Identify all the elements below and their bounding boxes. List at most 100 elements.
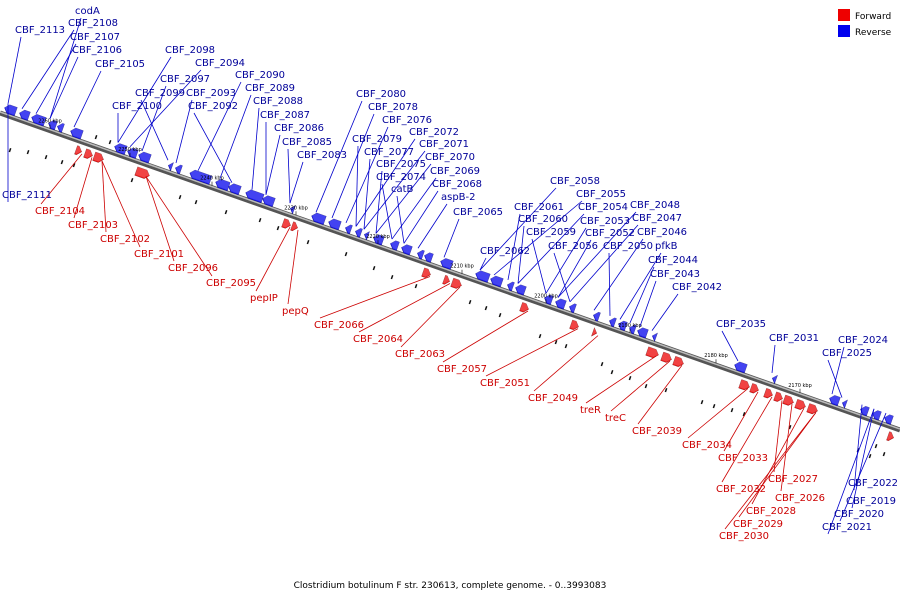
reverse-gene-label[interactable]: CBF_2055 [576,189,626,200]
forward-gene-label[interactable]: CBF_2096 [168,263,218,274]
reverse-gene-label[interactable]: CBF_2031 [769,333,819,344]
forward-gene-feature[interactable] [281,217,293,230]
forward-gene-feature[interactable] [763,387,775,399]
reverse-gene-label[interactable]: CBF_2076 [382,115,432,126]
reverse-gene-feature[interactable] [554,297,567,310]
reverse-gene-feature[interactable] [327,217,342,231]
reverse-gene-feature[interactable] [568,301,577,314]
forward-gene-feature[interactable] [290,220,300,232]
forward-gene-label[interactable]: CBF_2063 [395,349,445,360]
reverse-gene-feature[interactable] [18,108,31,121]
reverse-gene-label[interactable]: CBF_2060 [518,214,568,225]
reverse-gene-label[interactable]: CBF_2107 [70,32,120,43]
forward-gene-feature[interactable] [645,345,661,359]
forward-gene-label[interactable]: CBF_2057 [437,364,487,375]
reverse-gene-label[interactable]: CBF_2046 [637,227,687,238]
reverse-gene-feature[interactable] [261,193,276,207]
reverse-gene-label[interactable]: CBF_2079 [352,134,402,145]
reverse-gene-label[interactable]: CBF_2074 [376,172,426,183]
reverse-gene-feature[interactable] [871,408,882,421]
reverse-gene-label[interactable]: CBF_2043 [650,269,700,280]
forward-gene-feature[interactable] [782,394,796,407]
reverse-gene-label[interactable]: CBF_2072 [409,127,459,138]
reverse-gene-label[interactable]: CBF_2050 [603,241,653,252]
reverse-gene-label[interactable]: CBF_2077 [364,147,414,158]
reverse-gene-label[interactable]: CBF_2090 [235,70,285,81]
forward-gene-label[interactable]: CBF_2030 [719,531,769,542]
reverse-gene-feature[interactable] [174,163,183,175]
forward-gene-label[interactable]: CBF_2051 [480,378,530,389]
reverse-gene-feature[interactable] [841,398,848,409]
forward-gene-feature[interactable] [519,301,531,313]
reverse-gene-feature[interactable] [771,373,778,385]
reverse-gene-label[interactable]: CBF_2078 [368,102,418,113]
reverse-gene-label[interactable]: CBF_2022 [848,478,898,489]
reverse-gene-label[interactable]: CBF_2047 [632,213,682,224]
forward-gene-feature[interactable] [749,382,761,394]
forward-gene-label[interactable]: CBF_2064 [353,334,403,345]
reverse-gene-label[interactable]: CBF_2042 [672,282,722,293]
forward-gene-feature[interactable] [672,355,686,368]
reverse-gene-feature[interactable] [289,203,296,215]
reverse-gene-label[interactable]: CBF_2044 [648,255,698,266]
reverse-gene-feature[interactable] [113,141,128,155]
reverse-gene-label[interactable]: CBF_2106 [72,45,122,56]
reverse-gene-feature[interactable] [56,121,65,133]
reverse-gene-label[interactable]: CBF_2035 [716,319,766,330]
reverse-gene-feature[interactable] [489,274,504,288]
reverse-gene-feature[interactable] [400,242,413,256]
forward-gene-feature[interactable] [660,351,674,364]
forward-gene-feature[interactable] [134,165,152,180]
reverse-gene-label[interactable]: CBF_2069 [430,166,480,177]
reverse-gene-label[interactable]: CBF_2087 [260,110,310,121]
forward-gene-label[interactable]: CBF_2104 [35,206,85,217]
reverse-gene-label[interactable]: CBF_2097 [160,74,210,85]
reverse-gene-feature[interactable] [167,160,174,172]
reverse-gene-label[interactable]: CBF_2048 [630,200,680,211]
reverse-gene-feature[interactable] [389,238,400,251]
reverse-gene-label[interactable]: CBF_2108 [68,18,118,29]
forward-gene-label[interactable]: pepQ [282,306,309,317]
reverse-gene-feature[interactable] [828,393,841,407]
reverse-gene-label[interactable]: CBF_2080 [356,89,406,100]
reverse-gene-feature[interactable] [227,181,242,196]
reverse-gene-feature[interactable] [244,187,265,204]
forward-gene-feature[interactable] [591,326,598,338]
reverse-gene-feature[interactable] [47,118,58,131]
reverse-gene-label[interactable]: CBF_2068 [432,179,482,190]
forward-gene-feature[interactable] [92,151,106,164]
reverse-gene-label[interactable]: CBF_2062 [480,246,530,257]
forward-gene-label[interactable]: CBF_2029 [733,519,783,530]
forward-gene-feature[interactable] [450,277,464,290]
forward-gene-label[interactable]: CBF_2101 [134,249,184,260]
forward-gene-label[interactable]: CBF_2066 [314,320,364,331]
reverse-gene-label[interactable]: CBF_2089 [245,83,295,94]
reverse-gene-label[interactable]: CBF_2075 [376,159,426,170]
reverse-gene-label[interactable]: CBF_2085 [282,137,332,148]
forward-gene-label[interactable]: CBF_2039 [632,426,682,437]
reverse-gene-label[interactable]: CBF_2100 [112,101,162,112]
reverse-gene-feature[interactable] [636,325,649,339]
reverse-gene-label[interactable]: CBF_2054 [578,202,628,213]
reverse-gene-feature[interactable] [592,310,601,322]
reverse-gene-feature[interactable] [628,323,637,335]
forward-gene-label[interactable]: CBF_2027 [768,474,818,485]
reverse-gene-feature[interactable] [883,412,894,425]
forward-gene-feature[interactable] [773,390,785,403]
reverse-gene-feature[interactable] [474,268,491,283]
reverse-gene-feature[interactable] [354,226,363,238]
reverse-gene-label[interactable]: CBF_2086 [274,123,324,134]
reverse-gene-label[interactable]: CBF_2061 [514,202,564,213]
reverse-gene-label[interactable]: aspB-2 [441,192,476,203]
reverse-gene-label[interactable]: CBF_2098 [165,45,215,56]
reverse-gene-label[interactable]: CBF_2092 [188,101,238,112]
reverse-gene-label[interactable]: CBF_2020 [834,509,884,520]
reverse-gene-feature[interactable] [30,112,47,127]
reverse-gene-label[interactable]: CBF_2021 [822,522,872,533]
reverse-gene-feature[interactable] [188,168,213,185]
reverse-gene-feature[interactable] [214,177,231,192]
reverse-gene-feature[interactable] [363,229,370,241]
reverse-gene-label[interactable]: catB [391,184,414,195]
reverse-gene-label[interactable]: CBF_2094 [195,58,245,69]
reverse-gene-feature[interactable] [608,316,617,328]
